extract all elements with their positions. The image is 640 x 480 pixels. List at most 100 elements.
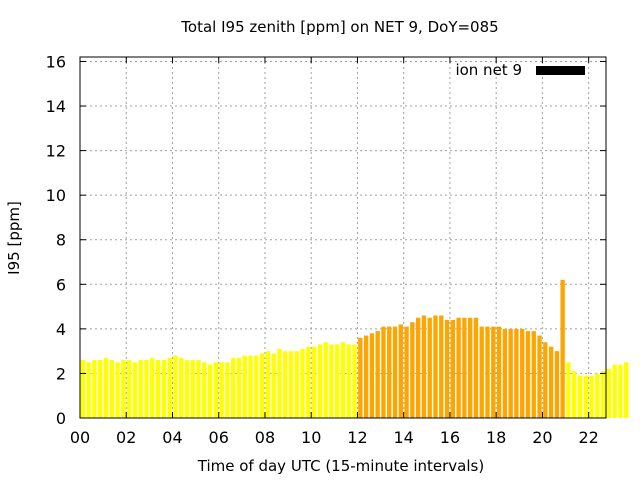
bar xyxy=(138,360,143,418)
y-tick-labels: 0 2 4 6 8 10 12 14 16 xyxy=(46,52,66,428)
bar xyxy=(485,326,490,418)
x-tick-label: 04 xyxy=(162,428,182,447)
bar xyxy=(207,364,213,418)
y-tick-label: 12 xyxy=(46,142,66,161)
bar xyxy=(115,362,120,418)
y-tick-label: 10 xyxy=(46,186,66,205)
ticks xyxy=(79,57,606,419)
bar xyxy=(548,346,554,418)
y-tick-label: 4 xyxy=(56,320,66,339)
bar xyxy=(508,328,513,418)
bar xyxy=(583,375,588,418)
bar xyxy=(606,368,612,418)
bar xyxy=(404,326,409,418)
bar xyxy=(468,317,473,418)
bar xyxy=(184,360,190,418)
bar xyxy=(612,364,617,418)
y-axis-label: I95 [ppm] xyxy=(5,201,23,275)
bar xyxy=(537,335,542,418)
bar xyxy=(92,360,97,418)
x-tick-labels: 00 02 04 06 08 10 12 14 16 18 20 22 xyxy=(70,428,599,447)
bar xyxy=(248,355,253,418)
bar xyxy=(462,317,467,418)
x-axis-label: Time of day UTC (15-minute intervals) xyxy=(197,457,484,475)
bars xyxy=(80,279,629,418)
bar xyxy=(387,326,392,418)
y-tick-label: 2 xyxy=(56,364,66,383)
bar xyxy=(178,357,184,418)
y-tick-label: 8 xyxy=(56,231,66,250)
chart-title: Total I95 zenith [ppm] on NET 9, DoY=085 xyxy=(180,18,498,36)
bar xyxy=(161,360,166,418)
x-tick-label: 20 xyxy=(532,428,552,447)
bar xyxy=(219,362,224,418)
y-tick-label: 0 xyxy=(56,409,66,428)
bar xyxy=(329,344,334,418)
bar xyxy=(167,357,172,418)
bar xyxy=(300,348,305,418)
y-tick-label: 6 xyxy=(56,275,66,294)
x-tick-label: 14 xyxy=(394,428,414,447)
bar xyxy=(352,344,357,418)
bar xyxy=(369,333,375,418)
bar xyxy=(80,360,86,418)
bar xyxy=(236,357,242,418)
bar xyxy=(132,362,138,418)
bar xyxy=(277,348,282,418)
bar xyxy=(520,328,525,418)
bar xyxy=(427,317,432,418)
bar xyxy=(589,375,594,418)
bar xyxy=(346,344,351,418)
grid xyxy=(80,57,606,418)
bar xyxy=(294,351,299,418)
bar xyxy=(531,331,536,418)
x-tick-label: 00 xyxy=(70,428,90,447)
legend: ion net 9 xyxy=(455,61,585,79)
x-tick-label: 06 xyxy=(209,428,229,447)
bar xyxy=(323,342,328,418)
x-tick-label: 12 xyxy=(347,428,367,447)
bar xyxy=(317,344,323,418)
bar xyxy=(254,355,259,418)
bar xyxy=(577,375,583,418)
bar xyxy=(231,357,236,418)
bar xyxy=(150,357,155,418)
bar xyxy=(202,362,207,418)
x-tick-label: 16 xyxy=(440,428,460,447)
bar xyxy=(109,360,114,418)
bar xyxy=(144,360,149,418)
bar xyxy=(155,360,161,418)
bar xyxy=(444,319,450,418)
bar xyxy=(225,362,230,418)
x-tick-label: 02 xyxy=(116,428,136,447)
x-tick-label: 08 xyxy=(255,428,275,447)
bar xyxy=(259,353,265,418)
bar xyxy=(491,326,496,418)
bar xyxy=(173,355,178,418)
bar xyxy=(502,328,508,418)
bar xyxy=(311,346,317,418)
bar xyxy=(554,351,560,418)
bar xyxy=(121,360,126,418)
y-tick-label: 16 xyxy=(46,52,66,71)
legend-label: ion net 9 xyxy=(455,61,522,79)
x-tick-label: 18 xyxy=(486,428,506,447)
legend-swatch xyxy=(536,66,585,75)
bar xyxy=(242,355,247,418)
bar xyxy=(525,331,531,418)
bar xyxy=(618,364,623,418)
bar xyxy=(103,357,109,418)
bar xyxy=(265,351,271,418)
bar xyxy=(415,317,421,418)
bar xyxy=(126,360,132,418)
x-tick-label: 22 xyxy=(578,428,598,447)
bar xyxy=(410,322,415,418)
bar xyxy=(439,315,444,418)
bar xyxy=(473,317,479,418)
bar xyxy=(358,337,363,418)
bar xyxy=(335,344,340,418)
bar xyxy=(433,315,438,418)
bar xyxy=(363,335,369,418)
bar xyxy=(392,326,398,418)
